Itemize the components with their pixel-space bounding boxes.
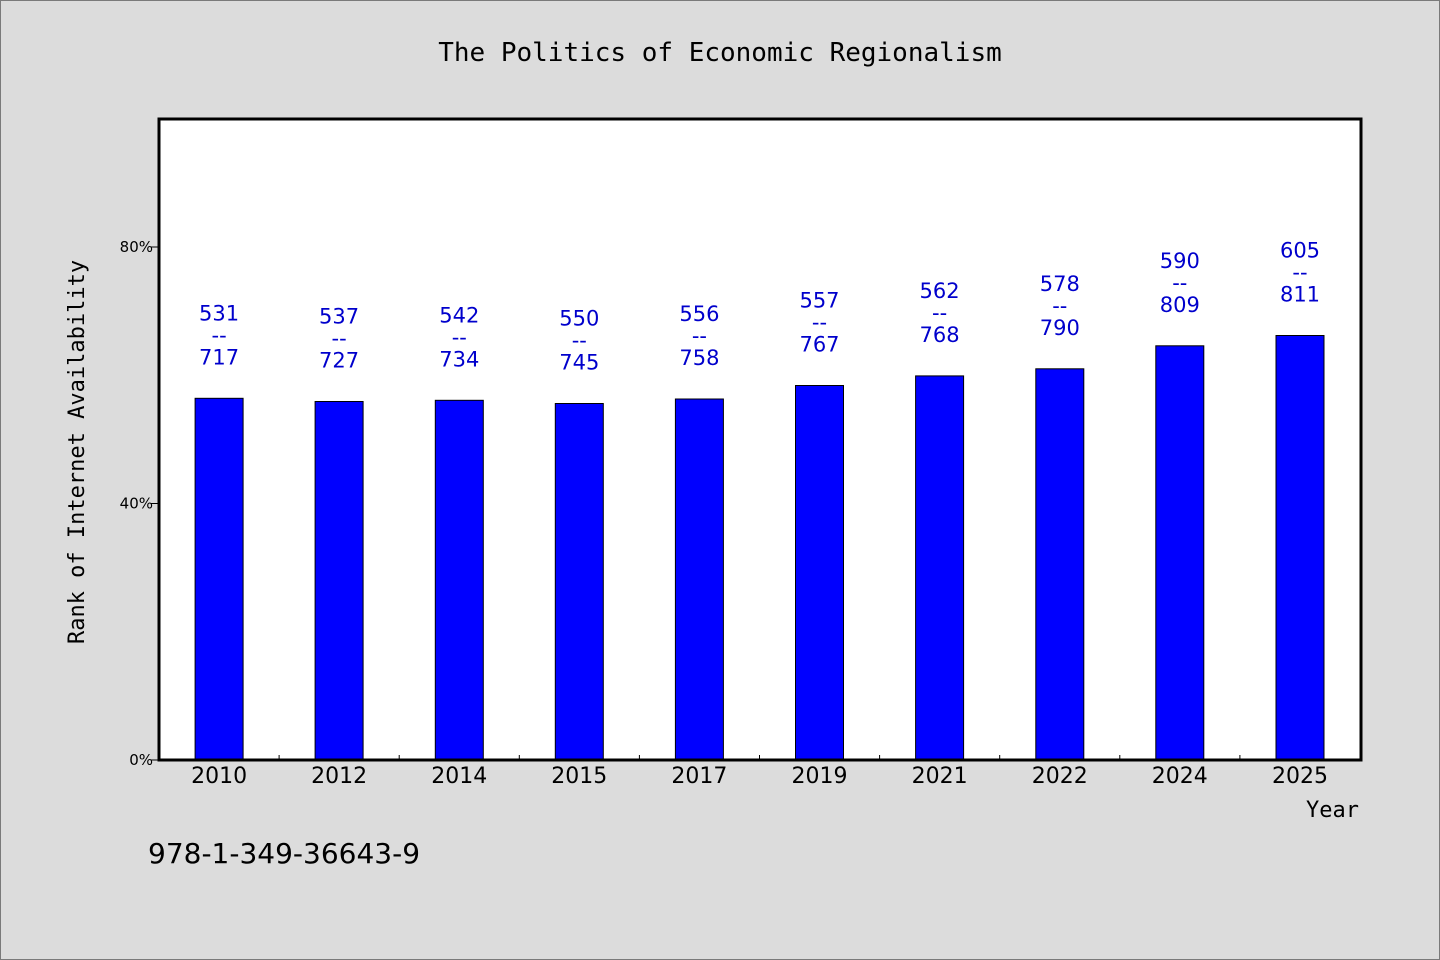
- data-label-2010-top: 531: [199, 301, 239, 325]
- data-label-2017-sep: --: [692, 324, 707, 348]
- bar-2012: [314, 401, 364, 761]
- data-label-2010-sep: --: [212, 323, 227, 347]
- data-label-2017-top: 556: [679, 302, 719, 326]
- y-axis: 0% 40% 80%: [120, 238, 159, 769]
- x-tick-label-2019: 2019: [792, 764, 848, 789]
- data-label-2022-bottom: 790: [1040, 316, 1080, 340]
- y-tick-label-40: 40%: [120, 495, 153, 513]
- plot-border: [157, 117, 1363, 762]
- data-label-2021-top: 562: [920, 279, 960, 303]
- x-tick-label-2024: 2024: [1152, 764, 1208, 789]
- bar-2015: [554, 403, 604, 761]
- data-label-2024-bottom: 809: [1160, 293, 1200, 317]
- data-label-2015-sep: --: [572, 329, 587, 353]
- x-axis: 2010 2012 2014 2015 2017 2019 2021 2022 2024 2025: [191, 755, 1328, 789]
- x-tick-label-2025: 2025: [1272, 764, 1328, 789]
- chart-title: The Politics of Economic Regionalism: [438, 38, 1002, 68]
- data-label-2014-bottom: 734: [439, 347, 479, 371]
- bar-2024: [1155, 345, 1205, 761]
- data-label-2012-sep: --: [332, 327, 347, 351]
- data-label-2025-bottom: 811: [1280, 283, 1320, 307]
- data-label-2014-sep: --: [452, 325, 467, 349]
- data-label-2024-top: 590: [1160, 249, 1200, 273]
- data-label-2019-top: 557: [799, 289, 839, 313]
- data-label-2017-bottom: 758: [679, 346, 719, 370]
- data-label-2015-bottom: 745: [559, 351, 599, 375]
- bar-2010: [194, 397, 244, 761]
- x-tick-label-2014: 2014: [431, 764, 487, 789]
- x-tick-label-2017: 2017: [671, 764, 727, 789]
- x-axis-label: Year: [1306, 798, 1359, 823]
- data-label-2021-bottom: 768: [920, 323, 960, 347]
- bar-2022: [1035, 368, 1085, 761]
- data-label-2019-sep: --: [812, 311, 827, 335]
- data-label-2019-bottom: 767: [799, 333, 839, 357]
- bar-2021: [915, 375, 965, 761]
- bar-2025: [1275, 335, 1325, 761]
- data-label-2022-top: 578: [1040, 272, 1080, 296]
- data-label-2025-sep: --: [1292, 261, 1307, 285]
- x-tick-label-2022: 2022: [1032, 764, 1088, 789]
- data-label-2014-top: 542: [439, 303, 479, 327]
- x-tick-label-2021: 2021: [912, 764, 968, 789]
- bars-layer: [194, 335, 1325, 761]
- x-tick-label-2010: 2010: [191, 764, 247, 789]
- data-label-2012-top: 537: [319, 305, 359, 329]
- y-tick-label-80: 80%: [120, 238, 153, 256]
- data-label-2024-sep: --: [1172, 271, 1187, 295]
- bar-2014: [434, 399, 484, 761]
- bar-2017: [674, 398, 724, 761]
- x-tick-label-2012: 2012: [311, 764, 367, 789]
- data-label-2012-bottom: 727: [319, 349, 359, 373]
- data-label-2015-top: 550: [559, 307, 599, 331]
- x-tick-label-2015: 2015: [551, 764, 607, 789]
- isbn-text: 978-1-349-36643-9: [148, 837, 420, 870]
- bar-2019: [795, 385, 844, 761]
- data-label-2021-sep: --: [932, 301, 947, 325]
- data-label-2010-bottom: 717: [199, 345, 239, 369]
- y-tick-label-0: 0%: [129, 751, 153, 769]
- data-labels-layer: 531--717537--727542--734550--745556--758…: [199, 239, 1320, 375]
- data-label-2022-sep: --: [1052, 294, 1067, 318]
- data-label-2025-top: 605: [1280, 239, 1320, 263]
- y-axis-label: Rank of Internet Availability: [65, 260, 90, 644]
